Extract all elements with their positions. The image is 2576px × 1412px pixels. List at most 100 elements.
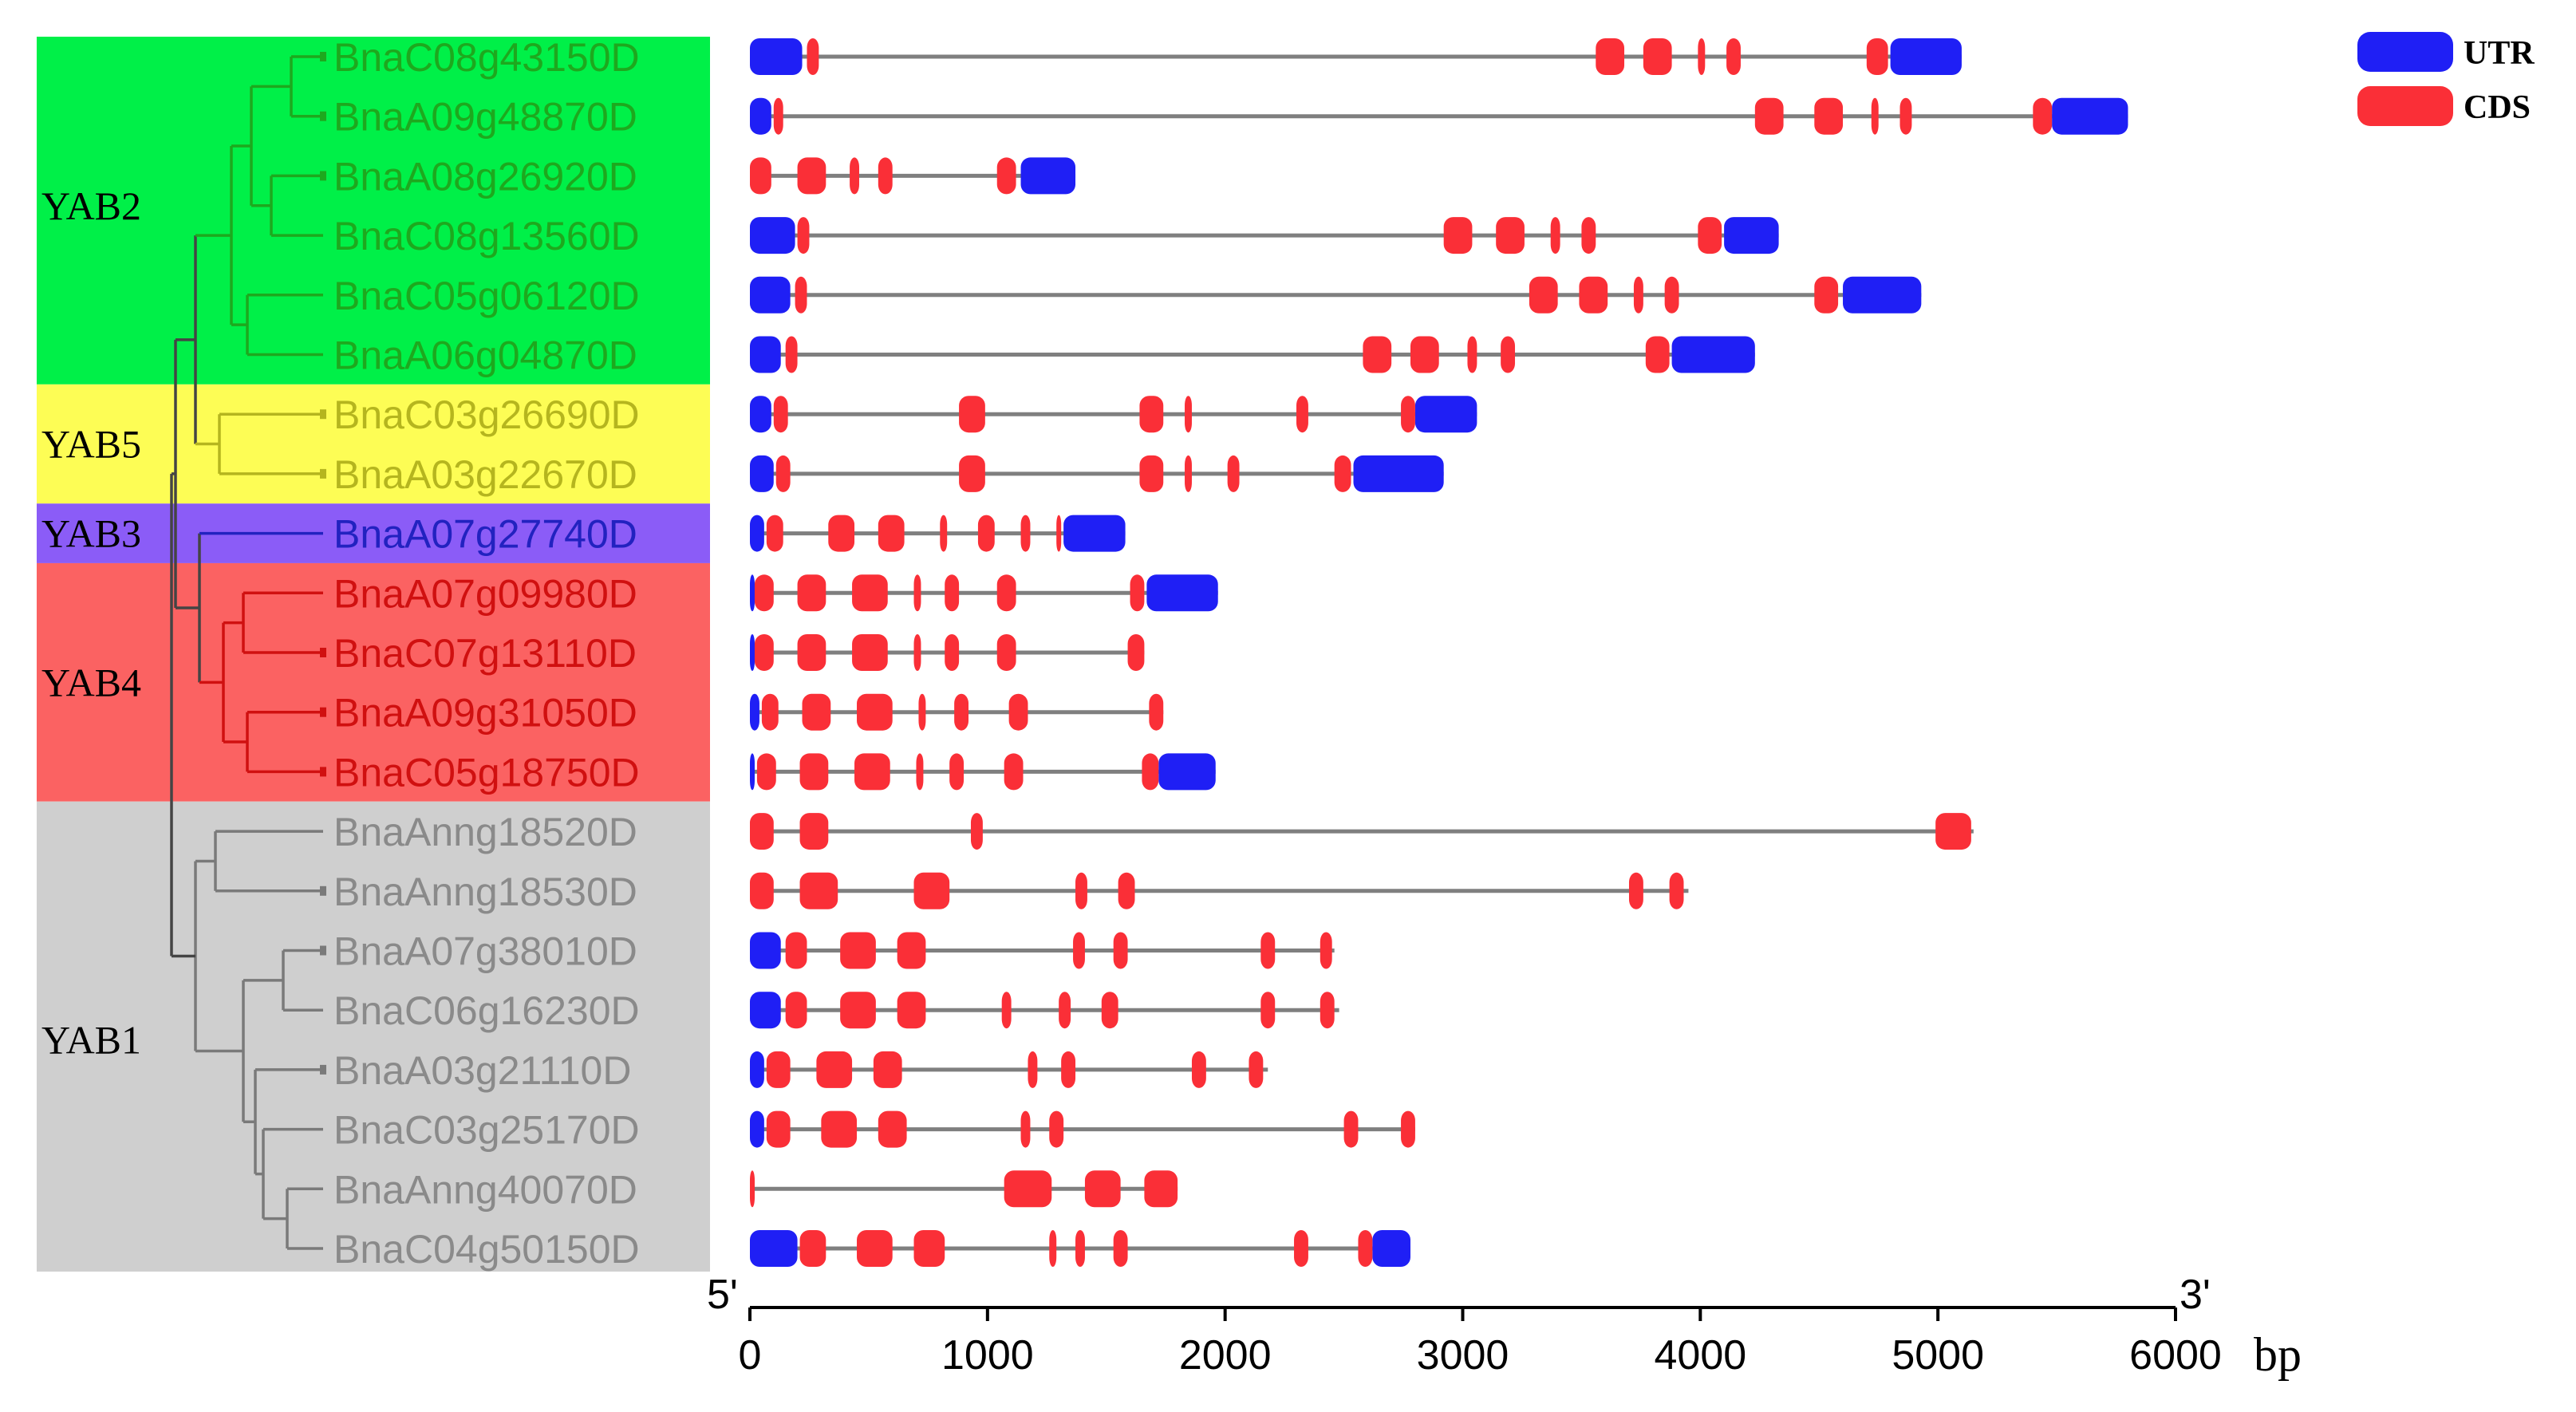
cds-segment [1899, 97, 1912, 135]
cds-segment [1118, 872, 1135, 909]
utr-segment [750, 97, 771, 135]
cds-segment [773, 396, 788, 433]
utr-segment [1671, 336, 1755, 373]
cds-segment [918, 693, 926, 731]
cds-segment [1260, 932, 1276, 969]
cds-segment [1814, 276, 1839, 314]
utr-segment [1158, 753, 1216, 791]
x-axis-ticks: 0 1000 2000 3000 4000 5000 6000 [739, 1307, 2222, 1378]
cds-segment [1334, 455, 1351, 492]
subfamily-band [37, 384, 710, 504]
cds-segment [854, 753, 890, 791]
cds-segment [897, 992, 926, 1029]
cds-segment [1139, 455, 1164, 492]
cds-segment [1343, 1110, 1359, 1148]
cds-segment [1581, 217, 1596, 254]
cds-segment [1008, 693, 1028, 731]
cds-segment [996, 634, 1016, 671]
gene-label: BnaC05g18750D [333, 750, 640, 795]
cds-segment [1871, 97, 1879, 135]
cds-segment [785, 992, 807, 1029]
cds-segment [1669, 872, 1684, 909]
gene-label: BnaA07g09980D [333, 571, 637, 616]
cds-segment [1294, 1230, 1308, 1267]
cds-segment [1529, 276, 1558, 314]
phylogenetic-tree [170, 52, 326, 1250]
cds-segment [959, 455, 985, 492]
cds-segment [766, 1110, 791, 1148]
x-tick-label: 4000 [1654, 1332, 1746, 1378]
cds-segment [750, 813, 774, 850]
cds-segment [913, 634, 921, 671]
cds-segment [857, 693, 893, 731]
cds-segment [799, 813, 829, 850]
cds-segment [1113, 932, 1128, 969]
utr-segment [750, 753, 755, 791]
cds-segment [1501, 336, 1516, 373]
cds-segment [797, 157, 826, 195]
cds-segment [785, 336, 798, 373]
legend-utr-swatch [2357, 32, 2453, 72]
cds-segment [1227, 455, 1240, 492]
cds-segment [949, 753, 965, 791]
cds-segment [996, 574, 1016, 612]
tree-node-marker [320, 52, 326, 61]
cds-segment [1191, 1051, 1206, 1088]
cds-segment [797, 217, 810, 254]
utr-segment [1146, 574, 1218, 612]
gene-label: BnaA03g22670D [333, 452, 637, 497]
cds-segment [913, 872, 950, 909]
cds-segment [756, 753, 776, 791]
gene-label: BnaC08g13560D [333, 214, 640, 258]
cds-segment [1004, 1170, 1052, 1208]
gene-label: BnaC08g43150D [333, 35, 640, 80]
cds-segment [750, 1170, 755, 1208]
cds-segment [797, 574, 826, 612]
legend-utr-label: UTR [2464, 35, 2535, 72]
tree-node-marker [320, 1064, 326, 1075]
cds-segment [1049, 1230, 1057, 1267]
cds-segment [754, 574, 774, 612]
tree-node-marker [320, 468, 326, 479]
gene-label: BnaC05g06120D [333, 274, 640, 318]
x-tick-label: 0 [739, 1332, 762, 1378]
cds-segment [1127, 634, 1145, 671]
subfamily-label: YAB4 [41, 660, 141, 704]
cds-segment [1020, 515, 1031, 552]
cds-segment [1401, 396, 1415, 433]
cds-segment [852, 634, 888, 671]
subfamily-band [37, 801, 710, 1272]
cds-segment [970, 813, 983, 850]
cds-segment [1144, 1170, 1178, 1208]
x-tick-label: 6000 [2129, 1332, 2222, 1378]
subfamily-band [37, 503, 710, 563]
cds-segment [1260, 992, 1276, 1029]
utr-segment [750, 634, 755, 671]
cds-segment [773, 97, 783, 135]
cds-segment [1628, 872, 1643, 909]
utr-segment [750, 932, 781, 969]
cds-segment [977, 515, 995, 552]
cds-segment [940, 515, 948, 552]
cds-segment [750, 872, 774, 909]
cds-segment [1358, 1230, 1373, 1267]
cds-segment [1020, 1110, 1031, 1148]
five-prime-label: 5' [707, 1272, 738, 1318]
tree-node-marker [320, 945, 326, 956]
cds-segment [1059, 992, 1071, 1029]
cds-segment [913, 1230, 945, 1267]
cds-segment [1726, 38, 1741, 75]
subfamily-band [37, 37, 710, 385]
utr-segment [750, 336, 781, 373]
cds-segment [828, 515, 855, 552]
x-tick-label: 2000 [1179, 1332, 1272, 1378]
cds-segment [1142, 753, 1159, 791]
cds-segment [1467, 336, 1477, 373]
cds-segment [1698, 217, 1722, 254]
utr-segment [1353, 455, 1444, 492]
cds-segment [996, 157, 1016, 195]
cds-segment [821, 1110, 858, 1148]
cds-segment [873, 1051, 902, 1088]
cds-segment [1139, 396, 1164, 433]
